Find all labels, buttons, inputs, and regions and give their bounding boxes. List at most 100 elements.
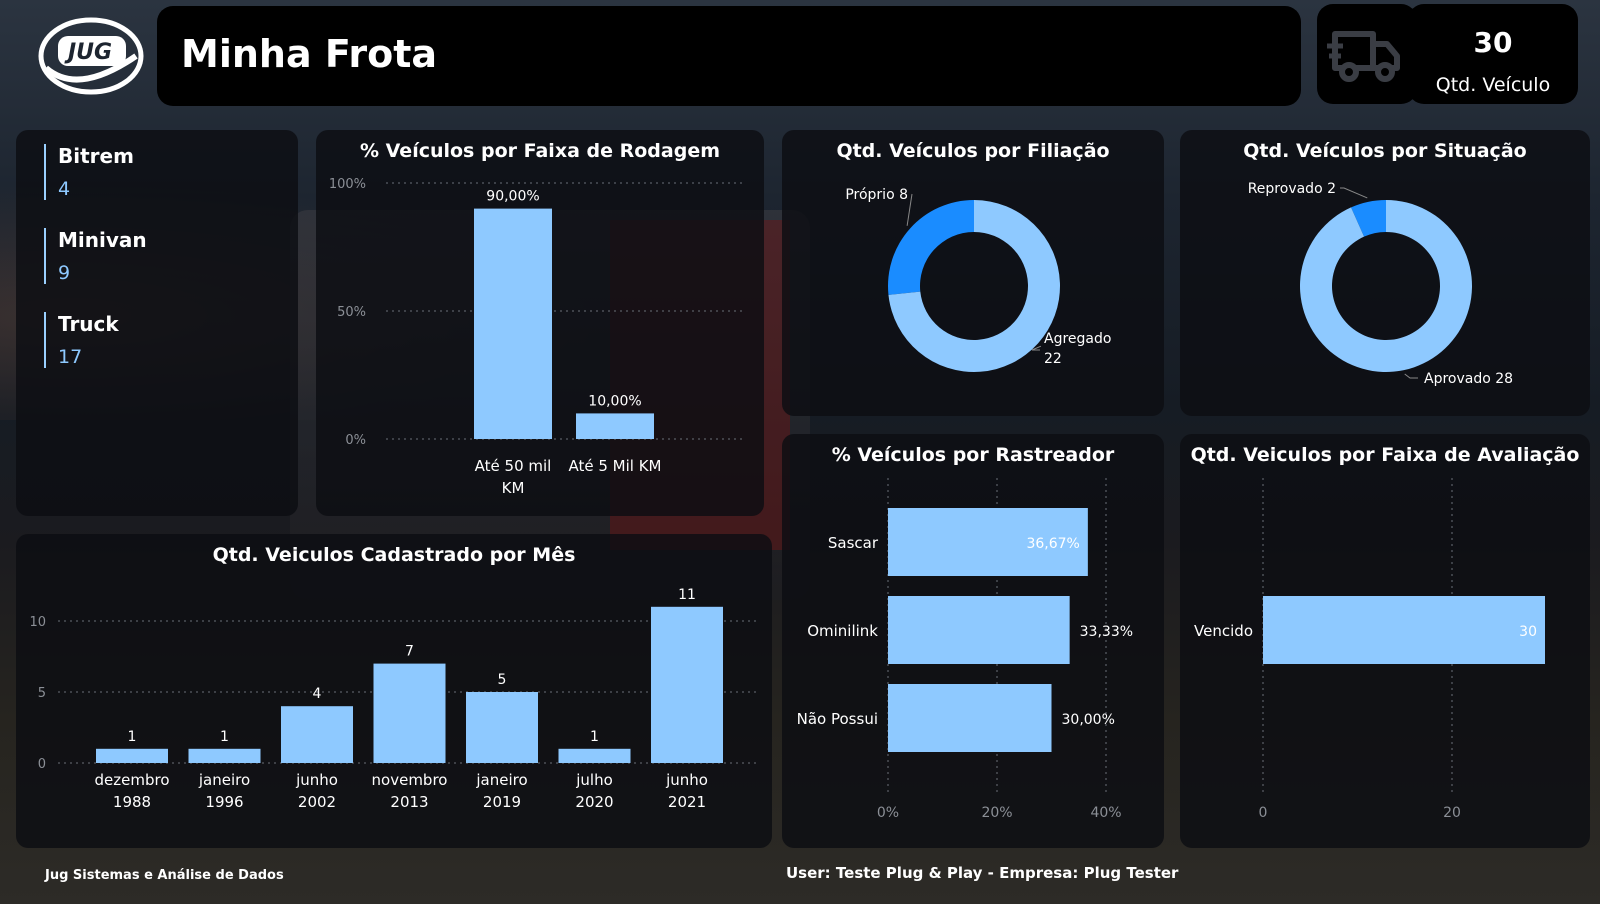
data-label: 5 [498, 672, 507, 688]
x-category-label: KM [502, 479, 525, 497]
y-category-label: Ominilink [807, 622, 878, 640]
x-category-label: 2013 [390, 793, 428, 811]
chart-panel-filiacao: Qtd. Veículos por Filiação Próprio 8 Agre… [782, 130, 1164, 416]
data-label: Reprovado 2 [1248, 181, 1336, 197]
y-tick-label: 0 [38, 757, 46, 772]
brand-logo: JUG [38, 16, 144, 96]
donut-slice [888, 200, 974, 295]
y-tick-label: 0% [345, 433, 366, 448]
bar [888, 508, 1088, 576]
y-tick-label: 10 [29, 615, 46, 630]
x-category-label: 2020 [575, 793, 613, 811]
x-category-label: junho [665, 771, 708, 789]
bar [474, 208, 552, 439]
y-category-label: Sascar [828, 534, 879, 552]
data-label: 33,33% [1080, 624, 1133, 640]
bar [888, 684, 1052, 752]
chart-filiacao: Próprio 8 Agregado 22 [845, 187, 1111, 372]
category-name: Truck [58, 312, 119, 336]
header-bar: Minha Frota [157, 6, 1301, 106]
bar [558, 748, 631, 763]
chart-avaliacao: 0 20 Vencido 30 [1194, 478, 1545, 821]
category-truck[interactable]: Truck 17 [44, 312, 119, 368]
x-tick-label: 40% [1090, 805, 1121, 821]
x-category-label: julho [575, 771, 613, 789]
category-value: 9 [58, 262, 71, 284]
x-category-label: Até 5 Mil KM [568, 457, 661, 475]
category-name: Minivan [58, 228, 147, 252]
category-bitrem[interactable]: Bitrem 4 [44, 144, 134, 200]
chart-title: % Veículos por Faixa de Rodagem [359, 140, 721, 162]
truck-icon [1327, 31, 1400, 82]
x-category-label: 2019 [483, 793, 521, 811]
chart-situacao: Reprovado 2 Aprovado 28 [1248, 181, 1513, 387]
bar [373, 663, 446, 763]
data-label: 30,00% [1062, 712, 1115, 728]
x-category-label: junho [295, 771, 338, 789]
x-category-label: 1996 [205, 793, 243, 811]
donut-slice [888, 200, 1060, 372]
bar [576, 413, 654, 439]
x-tick-label: 20% [981, 805, 1012, 821]
x-category-label: 2021 [668, 793, 706, 811]
chart-panel-avaliacao: Qtd. Veiculos por Faixa de Avaliação 0 20… [1180, 434, 1590, 848]
bar [188, 748, 261, 763]
leader-line [1404, 373, 1418, 379]
category-name: Bitrem [58, 144, 134, 168]
x-category-label: 1988 [113, 793, 151, 811]
footer-company: Jug Sistemas e Análise de Dados [45, 868, 284, 883]
chart-faixa-rodagem: 100% 50% 0% 90,00% Até 50 mil KM 10,00% Até 5 M… [329, 177, 746, 497]
footer-user-info: User: Teste Plug & Play - Empresa: Plug … [786, 864, 1179, 882]
bar [466, 692, 538, 763]
bar [651, 606, 723, 763]
chart-panel-cadastro-mes: Qtd. Veiculos Cadastrado por Mês 10 5 0 1 de… [16, 534, 772, 848]
x-category-label: Até 50 mil [475, 457, 552, 475]
data-label: 90,00% [486, 189, 539, 205]
data-label: 10,00% [588, 393, 641, 409]
category-value: 4 [58, 178, 71, 200]
data-label: 4 [313, 686, 322, 702]
x-tick-label: 0% [877, 805, 899, 821]
data-label: Agregado [1044, 331, 1111, 347]
leader-line [1340, 187, 1368, 199]
bar [96, 748, 168, 763]
chart-title: Qtd. Veículos por Filiação [836, 140, 1110, 162]
data-label: 1 [590, 729, 599, 745]
chart-title: % Veículos por Rastreador [831, 444, 1115, 466]
data-label: 11 [678, 587, 696, 603]
y-tick-label: 50% [337, 305, 366, 320]
kpi-icon-card [1317, 4, 1417, 104]
kpi-value: 30 [1473, 26, 1513, 59]
kpi-label: Qtd. Veículo [1435, 74, 1551, 96]
x-category-label: novembro [372, 771, 448, 789]
category-minivan[interactable]: Minivan 9 [44, 228, 147, 284]
leader-line [1031, 345, 1042, 351]
chart-title: Qtd. Veículos por Situação [1243, 140, 1527, 162]
chart-rastreador: 0% 20% 40% Sascar 36,67% Ominilink 33,33% Não P… [797, 478, 1133, 821]
y-tick-label: 5 [38, 686, 46, 701]
data-label: 1 [128, 729, 137, 745]
data-label: Aprovado 28 [1424, 371, 1513, 387]
x-tick-label: 20 [1443, 805, 1461, 821]
data-label: 30 [1519, 624, 1537, 640]
bar [1263, 596, 1545, 664]
vehicle-type-panel: Bitrem 4 Minivan 9 Truck 17 [16, 130, 298, 516]
logo-text: JUG [68, 40, 113, 65]
page-title: Minha Frota [181, 32, 437, 76]
x-tick-label: 0 [1259, 805, 1268, 821]
category-value: 17 [58, 346, 83, 368]
donut-slice [1351, 200, 1386, 237]
x-category-label: janeiro [198, 771, 250, 789]
kpi-vehicle-count-card: 30 Qtd. Veículo [1408, 4, 1578, 104]
donut-slice [1300, 200, 1472, 372]
x-category-label: dezembro [95, 771, 170, 789]
bar [281, 706, 353, 763]
data-label: Próprio 8 [845, 187, 908, 203]
chart-cadastro-mes: 10 5 0 1 dezembro 1988 1 janeiro 1996 4 junho 2002 7… [29, 587, 758, 811]
bar [888, 596, 1070, 664]
leader-line [906, 193, 913, 226]
data-label: 1 [220, 729, 229, 745]
data-label: 7 [405, 644, 414, 660]
y-category-label: Vencido [1194, 622, 1253, 640]
chart-panel-faixa-rodagem: % Veículos por Faixa de Rodagem 100% 50% 0… [316, 130, 764, 516]
